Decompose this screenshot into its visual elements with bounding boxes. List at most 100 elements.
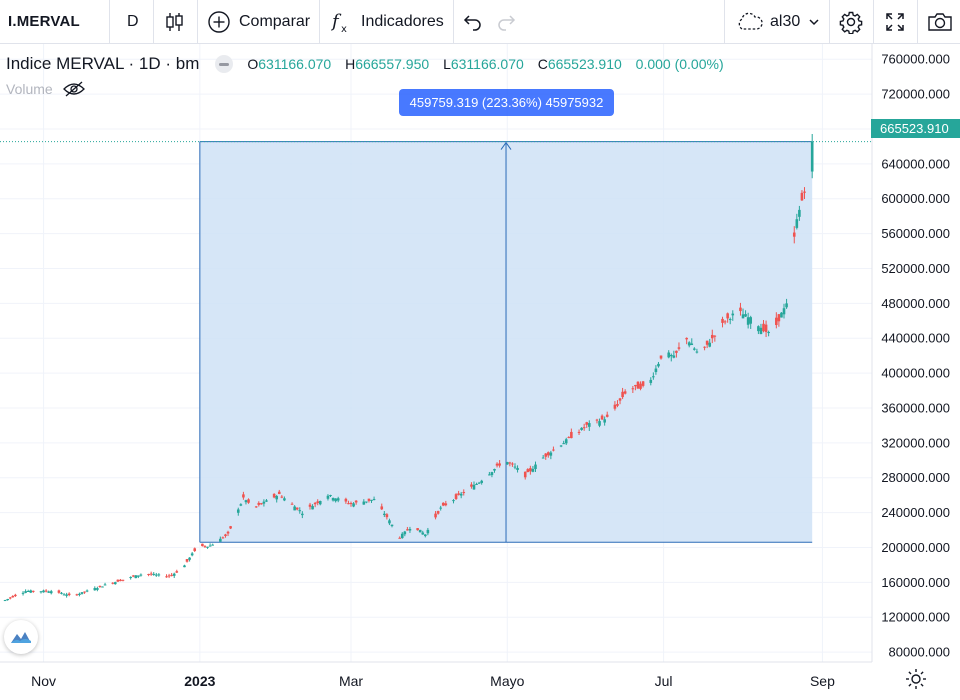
- candle-body: [531, 468, 535, 472]
- candle-body: [98, 585, 102, 587]
- candle-body: [24, 591, 27, 593]
- candle-body: [710, 334, 714, 339]
- candle-body: [582, 427, 586, 429]
- candle-body: [452, 500, 455, 502]
- candle-body: [293, 506, 296, 511]
- candle-body: [475, 483, 478, 485]
- candle-body: [636, 381, 640, 389]
- candle-body: [93, 588, 97, 591]
- candle-body: [301, 513, 304, 516]
- candle-body: [731, 313, 735, 316]
- candle-body: [654, 368, 658, 373]
- candle-body: [785, 303, 788, 308]
- candle-body: [383, 513, 386, 515]
- candle-body: [311, 506, 314, 510]
- candle-body: [506, 462, 509, 465]
- candle-body: [203, 546, 207, 548]
- candle-body: [739, 307, 742, 312]
- candle-body: [239, 504, 243, 506]
- eye-hidden-icon[interactable]: [62, 81, 85, 97]
- undo-button[interactable]: [463, 0, 483, 43]
- candle-body: [541, 457, 545, 459]
- toolbar-divider: [197, 0, 198, 43]
- candle-body: [318, 500, 322, 505]
- candle-body: [347, 503, 350, 505]
- candle-body: [406, 529, 409, 531]
- candle-body: [188, 557, 191, 560]
- candle-body: [326, 495, 330, 499]
- layout-button[interactable]: al30: [734, 0, 820, 43]
- candle-body: [585, 422, 589, 425]
- candle-body: [795, 219, 799, 228]
- time-axis-bg: [0, 662, 960, 700]
- candle-body: [757, 326, 760, 332]
- candle-body: [147, 574, 150, 576]
- candle-body: [362, 501, 366, 505]
- minus-icon: [219, 62, 230, 66]
- chart-type-button[interactable]: [165, 0, 185, 43]
- candle-body: [782, 308, 786, 315]
- candle-body: [546, 452, 550, 456]
- redo-button[interactable]: [496, 0, 516, 43]
- fullscreen-button[interactable]: [884, 0, 906, 43]
- candle-body: [131, 575, 135, 577]
- candle-body: [219, 538, 222, 542]
- price-axis-label: 400000.000: [881, 366, 950, 381]
- candle-body: [777, 314, 781, 322]
- candle-body: [470, 484, 473, 487]
- candle-body: [60, 592, 63, 594]
- candle-body: [129, 577, 132, 579]
- candle-body: [621, 391, 624, 398]
- candle-body: [529, 468, 532, 472]
- candle-body: [798, 209, 801, 217]
- change-value: 0.000 (0.00%): [635, 56, 724, 72]
- screenshot-button[interactable]: [927, 0, 953, 43]
- candle-body: [744, 314, 747, 317]
- interval-label: D: [127, 12, 139, 30]
- candle-body: [587, 423, 591, 427]
- candle-body: [313, 502, 317, 505]
- candle-body: [421, 532, 425, 535]
- time-axis-label: Jul: [655, 673, 673, 689]
- candles-icon: [165, 11, 185, 33]
- interval-button[interactable]: D: [127, 0, 139, 43]
- candle-body: [44, 590, 48, 592]
- candle-body: [111, 582, 115, 584]
- symbol-search-button[interactable]: I.MERVAL: [8, 0, 80, 43]
- candle-body: [170, 574, 173, 576]
- candle-body: [385, 514, 389, 518]
- candle-body: [67, 593, 71, 596]
- candle-body: [370, 499, 373, 501]
- candle-body: [675, 350, 678, 353]
- time-scale-settings-button[interactable]: [905, 668, 927, 695]
- candle-body: [380, 506, 384, 510]
- tradingview-logo-button[interactable]: [4, 620, 38, 654]
- high-value: 666557.950: [355, 56, 430, 72]
- candle-body: [116, 579, 120, 582]
- candle-body: [759, 327, 763, 335]
- candle-body: [388, 520, 391, 524]
- candle-body: [695, 351, 699, 353]
- svg-text:f: f: [331, 11, 342, 32]
- collapse-legend-button[interactable]: [215, 55, 234, 73]
- candle-body: [154, 574, 158, 576]
- candle-body: [488, 474, 491, 476]
- settings-button[interactable]: [839, 0, 863, 43]
- time-axis-label: Nov: [31, 673, 56, 689]
- candle-body: [298, 510, 302, 512]
- candle-body: [652, 376, 655, 378]
- candle-body: [47, 591, 50, 593]
- candle-body: [495, 463, 499, 466]
- candle-body: [600, 415, 604, 420]
- candle-body: [595, 419, 599, 421]
- compare-button[interactable]: Comparar: [207, 0, 310, 43]
- price-chart[interactable]: 80000.000 120000.000 160000.000 200000.000 2…: [0, 44, 960, 700]
- candle-body: [477, 482, 481, 484]
- candle-body: [434, 513, 437, 518]
- price-axis-label: 280000.000: [881, 470, 950, 485]
- compare-label: Comparar: [239, 12, 311, 30]
- candle-body: [462, 492, 466, 494]
- candle-body: [398, 537, 401, 539]
- candle-body: [206, 546, 209, 548]
